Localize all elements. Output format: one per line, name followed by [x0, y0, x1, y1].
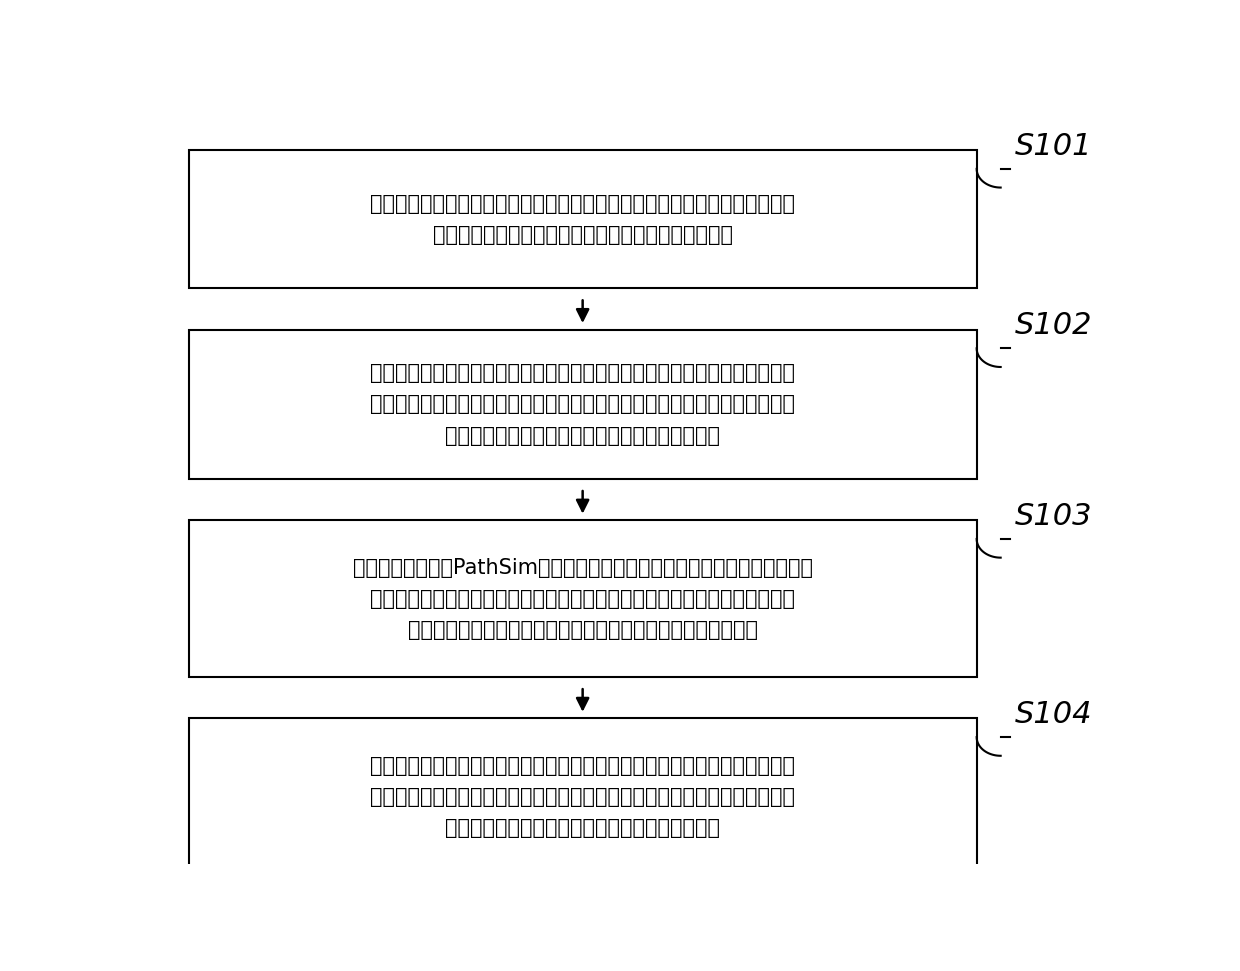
FancyBboxPatch shape	[188, 719, 977, 876]
Text: 确定社交网络社区信息的搜索特征，即需要采集哪些社交网络社区特征因子；
根据确定的社交网络社区特征因子，利用一定在程序对不同的社交网络对象进
行相应的数据，利用相: 确定社交网络社区信息的搜索特征，即需要采集哪些社交网络社区特征因子； 根据确定的…	[371, 363, 795, 446]
Text: 通过研究真实网络拓扑结构特性和假设的网络模型之间的差异，借用贝叶斯推
断等数学工具，通过最大化似然概率，实现社区及发现: 通过研究真实网络拓扑结构特性和假设的网络模型之间的差异，借用贝叶斯推 断等数学工…	[371, 194, 795, 245]
Text: S104: S104	[1016, 700, 1092, 729]
FancyBboxPatch shape	[188, 151, 977, 288]
Text: 对采集的数据利用PathSim算法通过元路径对网络信息模块采集的相关信息进
行相似性搜索，挖掘社交异构信息网络中隐含的丰富语意；并且对社交网络社
区演化进行分析: 对采集的数据利用PathSim算法通过元路径对网络信息模块采集的相关信息进 行相…	[352, 557, 812, 640]
Text: S101: S101	[1016, 132, 1092, 161]
FancyBboxPatch shape	[188, 520, 977, 678]
FancyBboxPatch shape	[188, 329, 977, 479]
Text: S103: S103	[1016, 502, 1092, 531]
Text: S102: S102	[1016, 312, 1092, 341]
Text: 将上述搜索的数据和评估数据结果，对社交网络进行压缩处理；通过显示器显
示采集的社交网络社区信息、搜索结果、共享信息、分析结果、评估结果；同
时通过共享程序对社交: 将上述搜索的数据和评估数据结果，对社交网络进行压缩处理；通过显示器显 示采集的社…	[371, 755, 795, 838]
